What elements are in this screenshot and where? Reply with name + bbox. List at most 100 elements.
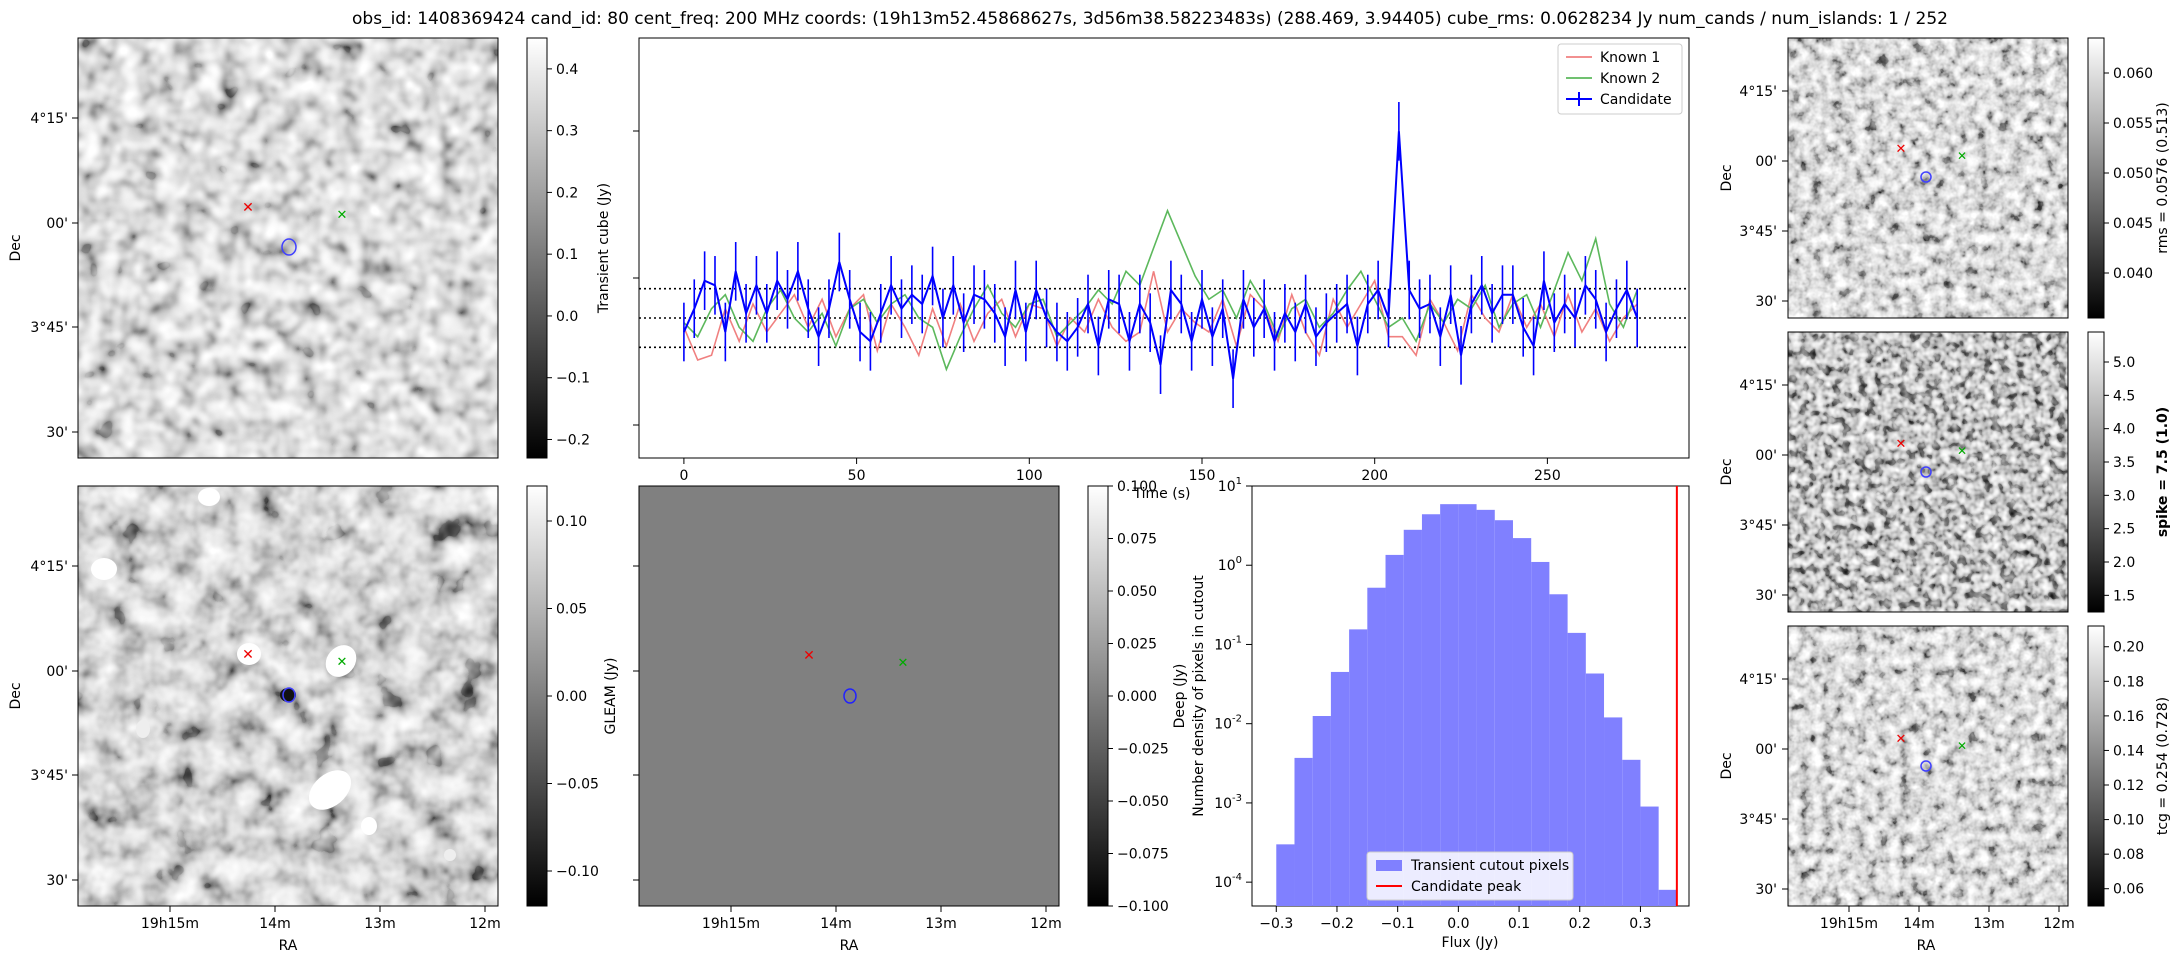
histogram-bar xyxy=(1385,554,1404,906)
histogram-bar xyxy=(1567,632,1586,906)
colorbar-tick-2-1: 0.055 xyxy=(2113,116,2153,132)
lightcurve-series-candidate xyxy=(682,131,1639,379)
lightcurve-xtick-1: 50 xyxy=(848,468,866,484)
lightcurve-legend: Known 1 Known 2 Candidate xyxy=(1557,43,1683,115)
histogram-bar xyxy=(1622,759,1641,906)
colorbar-tick-4-1: 0.05 xyxy=(556,602,587,618)
deep-xlabel: RA xyxy=(279,938,298,954)
tcg-cutout-image xyxy=(1788,626,2068,906)
histogram-bar xyxy=(1294,757,1313,906)
histogram-bar xyxy=(1440,504,1459,906)
transient-y-ticks: 4°15' 00' 3°45' 30' xyxy=(30,111,78,441)
histogram-bar xyxy=(1658,889,1677,906)
colorbar-tick-7-0: 0.20 xyxy=(2113,640,2144,656)
rms-ytick-0: 4°15' xyxy=(1739,84,1777,100)
spike-ytick-0: 4°15' xyxy=(1739,378,1777,394)
transient-colorbar xyxy=(526,37,548,459)
spike-ytick-3: 30' xyxy=(1755,588,1777,604)
spike-ytick-1: 00' xyxy=(1755,448,1777,464)
colorbar-tick-3-3: 3.5 xyxy=(2113,455,2135,471)
colorbar-tick-4-3: −0.05 xyxy=(556,777,599,793)
deep-cutout-panel: ✕ ✕ 4°15' 00' 3°45' 30' 19h15m 14m 13m 1… xyxy=(8,485,1188,954)
histogram-xtick-1: −0.2 xyxy=(1320,916,1354,932)
spike-ytick-2: 3°45' xyxy=(1739,518,1777,534)
gleam-marker-candidate xyxy=(843,688,857,704)
histogram-panel: −0.3 −0.2 −0.1 0.0 0.1 0.2 0.3 101 100 10-1 10-2 1… xyxy=(1191,476,1690,951)
deep-sources xyxy=(91,488,456,861)
colorbar-tick-3-2: 4.0 xyxy=(2113,422,2135,438)
colorbar-tick-5-6: −0.050 xyxy=(1117,794,1169,810)
histogram-ytick-4: 10-3 xyxy=(1214,793,1242,812)
histogram-bar xyxy=(1330,671,1350,906)
lightcurve-xlabel: Time (s) xyxy=(1133,486,1191,502)
deep-xtick-0: 19h15m xyxy=(141,916,199,932)
transient-ytick-2: 3°45' xyxy=(30,320,68,336)
spike-marker-known-2: ✕ xyxy=(1957,444,1967,458)
rms-ylabel: Dec xyxy=(1719,164,1735,191)
lightcurve-axes xyxy=(638,37,1690,459)
histogram-bar xyxy=(1349,629,1368,906)
gleam-xlabel: RA xyxy=(840,938,859,954)
colorbar-tick-5-0: 0.100 xyxy=(1117,479,1157,495)
colorbar-tick-7-4: 0.12 xyxy=(2113,778,2144,794)
deep-marker-candidate xyxy=(282,687,296,703)
gleam-marker-known-1: ✕ xyxy=(803,648,815,664)
histogram-bar xyxy=(1476,509,1495,906)
gleam-xtick-1: 14m xyxy=(820,916,851,932)
histogram-xtick-2: −0.1 xyxy=(1381,916,1415,932)
colorbar-tick-5-8: −0.100 xyxy=(1117,899,1169,915)
gleam-xtick-0: 19h15m xyxy=(702,916,760,932)
histogram-xtick-4: 0.1 xyxy=(1508,916,1530,932)
colorbar-tick-7-3: 0.14 xyxy=(2113,743,2144,759)
transient-ytick-1: 00' xyxy=(46,216,68,232)
colorbar-tick-0-6: −0.2 xyxy=(556,432,590,448)
colorbar-tick-7-2: 0.16 xyxy=(2113,709,2144,725)
tcg-xtick-0: 19h15m xyxy=(1820,916,1878,932)
tcg-ytick-2: 3°45' xyxy=(1739,812,1777,828)
colorbar-tick-3-7: 1.5 xyxy=(2113,588,2135,604)
spike-ylabel: Dec xyxy=(1719,458,1735,485)
lightcurve-xtick-4: 200 xyxy=(1361,468,1388,484)
colorbar-tick-3-0: 5.0 xyxy=(2113,355,2135,371)
spike-marker-known-1: ✕ xyxy=(1896,437,1907,452)
histogram-ytick-3: 10-2 xyxy=(1214,714,1242,733)
histogram-ytick-0: 101 xyxy=(1218,476,1242,495)
histogram-xlabel: Flux (Jy) xyxy=(1442,935,1499,951)
deep-ytick-1: 00' xyxy=(46,664,68,680)
tcg-marker-known-2: ✕ xyxy=(1957,739,1967,753)
colorbar-tick-2-3: 0.045 xyxy=(2113,216,2153,232)
histogram-ytick-1: 100 xyxy=(1218,555,1242,574)
colorbar-tick-4-0: 0.10 xyxy=(556,514,587,530)
histogram-bar xyxy=(1640,806,1659,906)
histogram-legend: Transient cutout pixels Candidate peak xyxy=(1366,851,1574,901)
histogram-bar xyxy=(1604,717,1623,906)
lightcurve-series-known-2 xyxy=(683,208,1638,372)
transient-ylabel: Dec xyxy=(8,234,24,261)
figure-title: obs_id: 1408369424 cand_id: 80 cent_freq… xyxy=(352,9,1948,29)
histogram-xtick-3: 0.0 xyxy=(1447,916,1469,932)
gleam-xtick-2: 13m xyxy=(925,916,956,932)
colorbar-tick-3-6: 2.0 xyxy=(2113,555,2135,571)
lightcurve-xtick-5: 250 xyxy=(1534,468,1561,484)
gleam-cutout-panel: ✕ ✕ 19h15m 14m 13m 12m RA GLEAM (Jy) xyxy=(603,485,1109,954)
deep-ytick-0: 4°15' xyxy=(30,559,68,575)
histogram-bar xyxy=(1531,561,1550,906)
histogram-bar xyxy=(1494,520,1513,906)
spike-marker-candidate xyxy=(1920,466,1932,478)
legend-transient-pixels: Transient cutout pixels xyxy=(1410,858,1569,874)
colorbar-tick-2-2: 0.050 xyxy=(2113,166,2153,182)
histogram-bar xyxy=(1421,514,1441,906)
rms-marker-candidate xyxy=(1920,171,1932,183)
tcg-xlabel: RA xyxy=(1917,938,1936,954)
histogram-ylabel: Number density of pixels in cutout xyxy=(1191,575,1207,817)
tcg-ytick-1: 00' xyxy=(1755,742,1777,758)
colorbar-tick-2-4: 0.040 xyxy=(2113,266,2153,282)
histogram-ytick-5: 10-4 xyxy=(1214,872,1242,891)
histogram-bar xyxy=(1312,716,1331,906)
histogram-bar xyxy=(1585,673,1605,906)
lightcurve-xtick-2: 100 xyxy=(1016,468,1043,484)
colorbar-tick-3-1: 4.5 xyxy=(2113,388,2135,404)
lightcurve-xtick-0: 0 xyxy=(679,468,688,484)
tcg-xtick-3: 12m xyxy=(2043,916,2074,932)
